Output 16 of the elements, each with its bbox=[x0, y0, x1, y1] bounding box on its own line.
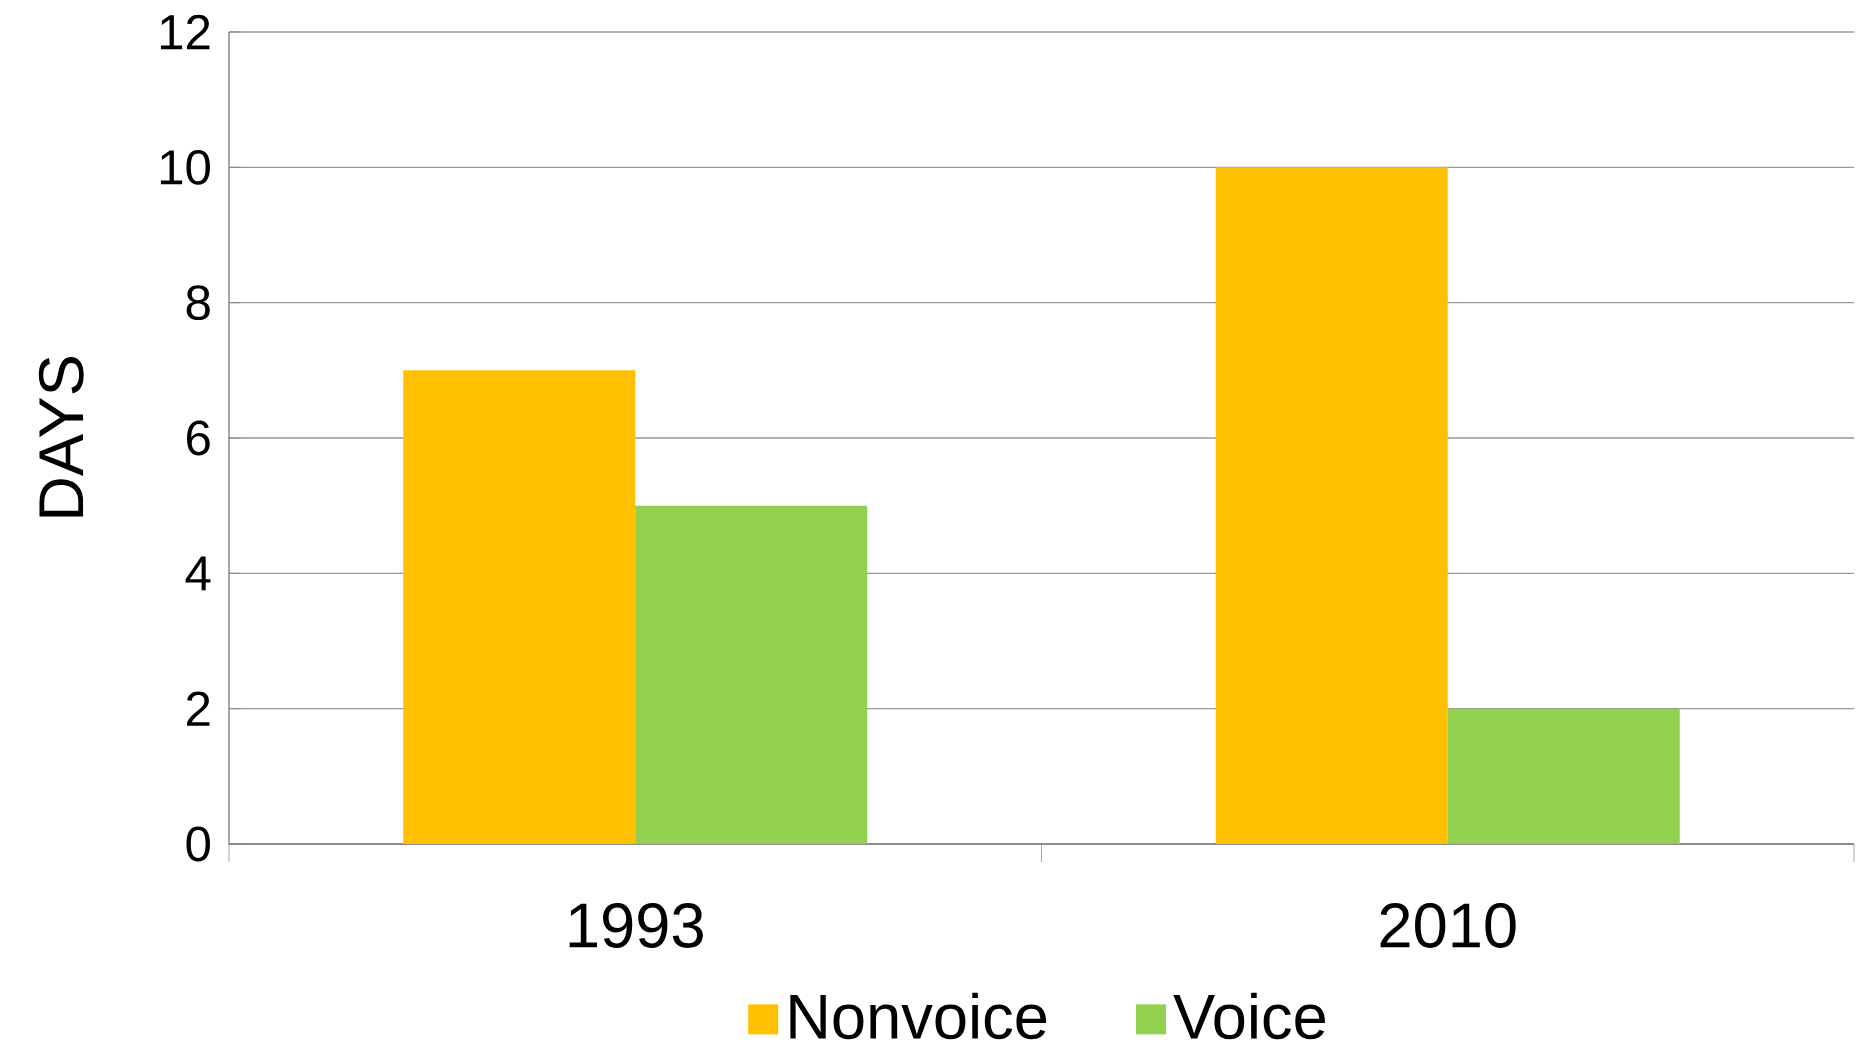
x-tick-label: 1993 bbox=[569, 903, 703, 948]
y-axis-title: DAYS bbox=[38, 357, 84, 517]
y-tick-label: 4 bbox=[185, 556, 211, 591]
y-tick-label: 8 bbox=[186, 285, 210, 321]
bar bbox=[1215, 167, 1448, 844]
bar bbox=[1447, 708, 1680, 844]
y-tick-label: 6 bbox=[187, 420, 210, 456]
legend-label: Nonvoice bbox=[790, 992, 1047, 1040]
y-tick-label: 12 bbox=[160, 14, 210, 50]
y-tick-label: 0 bbox=[186, 826, 210, 862]
x-tick-label: 2010 bbox=[1380, 903, 1516, 948]
y-tick-label: 10 bbox=[160, 149, 210, 185]
y-tick-label: 2 bbox=[187, 691, 210, 726]
legend-label: Voice bbox=[1173, 992, 1325, 1040]
bar bbox=[403, 370, 636, 844]
bar bbox=[635, 505, 868, 844]
